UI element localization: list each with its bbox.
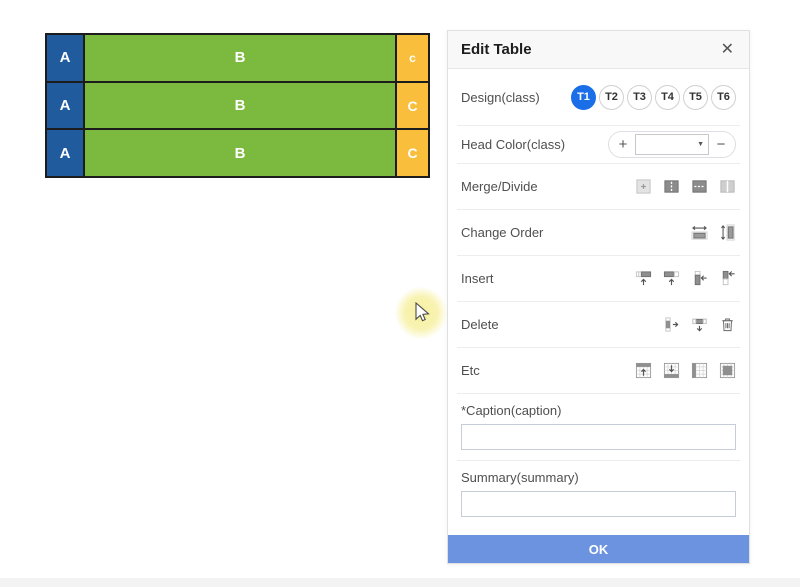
head-color-control: + ▼ −: [608, 131, 736, 158]
design-row: Design(class) T1 T2 T3 T4 T5 T6: [457, 69, 740, 126]
table-row: A B C: [47, 128, 428, 177]
edit-table-panel: Edit Table ✕ Design(class) T1 T2 T3 T4 T…: [447, 30, 750, 564]
design-option-t6[interactable]: T6: [711, 84, 736, 110]
table-cell-a[interactable]: A: [47, 130, 85, 177]
table-cell-a[interactable]: A: [47, 82, 85, 129]
head-color-label: Head Color(class): [461, 137, 566, 152]
add-color-button[interactable]: +: [611, 132, 635, 157]
design-option-t3[interactable]: T3: [627, 84, 652, 110]
design-option-t5[interactable]: T5: [683, 84, 708, 110]
table-cell-c[interactable]: C: [395, 82, 428, 129]
change-order-icons: [680, 224, 736, 241]
change-row-order-icon[interactable]: [691, 224, 708, 241]
header-row-icon[interactable]: [635, 362, 652, 379]
design-option-t2[interactable]: T2: [599, 84, 624, 110]
unmerge-cells-icon[interactable]: [719, 178, 736, 195]
summary-label: Summary(summary): [461, 470, 579, 485]
summary-section: Summary(summary): [457, 461, 740, 535]
insert-label: Insert: [461, 271, 494, 286]
merge-cells-icon[interactable]: [635, 178, 652, 195]
mouse-cursor: [415, 302, 430, 322]
table-cell-b[interactable]: B: [85, 35, 395, 81]
remove-color-button[interactable]: −: [709, 132, 733, 157]
footer-row-icon[interactable]: [663, 362, 680, 379]
insert-row: Insert: [457, 256, 740, 302]
change-column-order-icon[interactable]: [719, 224, 736, 241]
design-options: T1 T2 T3 T4 T5 T6: [568, 84, 736, 110]
head-color-row: Head Color(class) + ▼ −: [457, 126, 740, 164]
select-all-cells-icon[interactable]: [719, 362, 736, 379]
delete-icons: [652, 316, 736, 333]
table-cell-b[interactable]: B: [85, 82, 395, 129]
design-option-t4[interactable]: T4: [655, 84, 680, 110]
ok-button[interactable]: OK: [448, 535, 749, 563]
merge-divide-row: Merge/Divide: [457, 164, 740, 210]
merge-divide-label: Merge/Divide: [461, 179, 538, 194]
head-color-select[interactable]: ▼: [635, 134, 709, 155]
panel-title: Edit Table: [461, 41, 532, 58]
close-icon[interactable]: ✕: [720, 40, 734, 58]
caption-input[interactable]: [461, 424, 736, 450]
table-cell-c[interactable]: C: [395, 130, 428, 177]
table-cell-c[interactable]: c: [395, 35, 428, 81]
insert-column-left-icon[interactable]: [691, 270, 708, 287]
etc-label: Etc: [461, 363, 480, 378]
bottom-strip: [0, 578, 800, 587]
change-order-row: Change Order: [457, 210, 740, 256]
design-label: Design(class): [461, 89, 540, 105]
etc-row: Etc: [457, 348, 740, 394]
header-column-icon[interactable]: [691, 362, 708, 379]
table-cell-a[interactable]: A: [47, 35, 85, 81]
insert-icons: [624, 270, 736, 287]
panel-body: Design(class) T1 T2 T3 T4 T5 T6 Head Col…: [448, 69, 749, 535]
table-row: A B C: [47, 80, 428, 129]
caption-label: *Caption(caption): [461, 403, 562, 418]
divide-cell-horizontal-icon[interactable]: [691, 178, 708, 195]
delete-table-icon[interactable]: [719, 316, 736, 333]
insert-row-above-icon[interactable]: [635, 270, 652, 287]
table-row: A B c: [47, 35, 428, 81]
insert-column-right-icon[interactable]: [719, 270, 736, 287]
dropdown-caret-icon: ▼: [697, 141, 704, 148]
table-cell-b[interactable]: B: [85, 130, 395, 177]
delete-column-icon[interactable]: [663, 316, 680, 333]
summary-input[interactable]: [461, 491, 736, 517]
caption-section: *Caption(caption): [457, 394, 740, 461]
delete-row: Delete: [457, 302, 740, 348]
etc-icons: [624, 362, 736, 379]
merge-divide-icons: [624, 178, 736, 195]
panel-header: Edit Table ✕: [448, 31, 749, 69]
table-preview: A B c A B C A B C: [45, 33, 430, 178]
divide-cell-vertical-icon[interactable]: [663, 178, 680, 195]
insert-row-below-icon[interactable]: [663, 270, 680, 287]
delete-row-icon[interactable]: [691, 316, 708, 333]
design-option-t1[interactable]: T1: [571, 84, 596, 110]
delete-label: Delete: [461, 317, 499, 332]
change-order-label: Change Order: [461, 225, 544, 240]
